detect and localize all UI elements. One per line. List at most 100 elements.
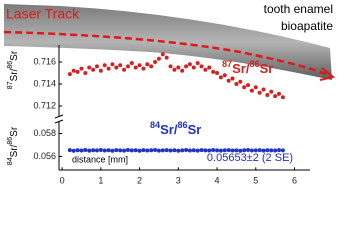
series-label: 87Sr/86Sr	[222, 59, 273, 76]
data-point	[102, 148, 107, 153]
figure: Laser Track tooth enamel bioapatite 0.05…	[3, 2, 336, 186]
data-point	[102, 63, 107, 68]
data-point	[91, 148, 96, 153]
data-point	[71, 148, 76, 153]
data-point	[249, 88, 254, 93]
data-point	[110, 62, 115, 67]
laser-track-line	[3, 30, 333, 78]
data-point	[67, 148, 72, 153]
data-point	[203, 148, 208, 153]
data-point	[261, 148, 266, 153]
data-point	[137, 63, 142, 68]
data-point	[75, 69, 80, 74]
data-point	[83, 148, 88, 153]
data-point	[87, 65, 92, 70]
data-point	[149, 148, 154, 153]
y-tick-label: 0.056	[33, 151, 56, 161]
data-point	[249, 148, 254, 153]
data-point	[222, 73, 227, 78]
data-point	[172, 67, 177, 72]
data-point	[137, 148, 142, 153]
y-tick-label: 0.716	[33, 56, 56, 66]
data-point	[215, 71, 220, 75]
data-point	[106, 148, 111, 153]
x-tick-label: 5	[253, 176, 258, 186]
axis-break	[54, 114, 64, 119]
data-point	[242, 85, 247, 90]
data-point	[238, 79, 243, 84]
data-point	[98, 147, 103, 152]
data-point	[246, 148, 251, 153]
data-point	[172, 148, 177, 153]
x-tick-label: 6	[292, 176, 297, 186]
data-point	[199, 64, 204, 69]
data-point	[253, 85, 258, 90]
data-point	[71, 68, 76, 73]
data-point	[187, 148, 192, 153]
data-point	[253, 148, 258, 153]
data-point	[211, 69, 216, 74]
tooth-photo	[4, 4, 332, 80]
y-tick-label: 0.714	[33, 78, 56, 88]
x-tick-label: 3	[176, 176, 181, 186]
photo-label: Laser Track	[6, 6, 80, 22]
data-point	[129, 61, 134, 66]
y-tick-label: 0.712	[33, 100, 56, 110]
data-point	[160, 52, 165, 57]
data-point	[184, 64, 189, 69]
data-point	[195, 61, 200, 66]
data-point	[164, 148, 169, 153]
data-point	[230, 148, 235, 153]
data-point	[133, 148, 138, 153]
data-point	[261, 87, 266, 92]
data-point	[168, 148, 173, 153]
data-point	[230, 76, 235, 81]
data-point	[199, 148, 204, 153]
data-point	[280, 148, 285, 153]
data-point	[207, 65, 212, 70]
data-point	[133, 65, 138, 70]
x-tick-label: 2	[137, 176, 142, 186]
data-point	[153, 148, 158, 153]
data-point	[176, 65, 181, 70]
data-point	[234, 148, 239, 153]
data-point	[280, 95, 285, 100]
data-point	[273, 148, 278, 153]
data-point	[269, 89, 274, 94]
data-point	[122, 148, 127, 153]
data-point	[75, 148, 80, 153]
data-point	[168, 64, 173, 69]
data-point	[98, 68, 103, 73]
data-point	[187, 62, 192, 67]
data-point	[91, 67, 96, 72]
data-point	[207, 148, 212, 153]
data-point	[164, 55, 169, 60]
data-point	[141, 66, 146, 71]
data-point	[118, 63, 123, 68]
data-point	[277, 91, 282, 96]
y-tick-label: 0.058	[33, 128, 56, 138]
data-point	[176, 148, 181, 153]
data-point	[265, 93, 270, 97]
data-point	[246, 83, 251, 88]
data-point	[129, 148, 134, 153]
data-point	[234, 82, 239, 86]
photo-caption: tooth enamel	[264, 2, 333, 16]
data-point	[94, 148, 99, 153]
data-point	[153, 60, 158, 64]
data-point	[114, 148, 119, 153]
data-point	[160, 148, 165, 153]
photo-caption: bioapatite	[281, 19, 333, 33]
data-point	[114, 65, 119, 70]
data-point	[156, 148, 161, 153]
data-point	[149, 64, 154, 69]
data-point	[277, 148, 282, 153]
annotation: 0.05653±2 (2 SE)	[207, 152, 293, 164]
data-point	[118, 148, 123, 153]
data-point	[257, 90, 262, 95]
data-point	[79, 148, 84, 153]
data-point	[156, 56, 161, 61]
data-point	[184, 148, 189, 153]
data-point	[180, 68, 185, 73]
y-axis-label: 84Sr/86Sr	[7, 126, 19, 165]
